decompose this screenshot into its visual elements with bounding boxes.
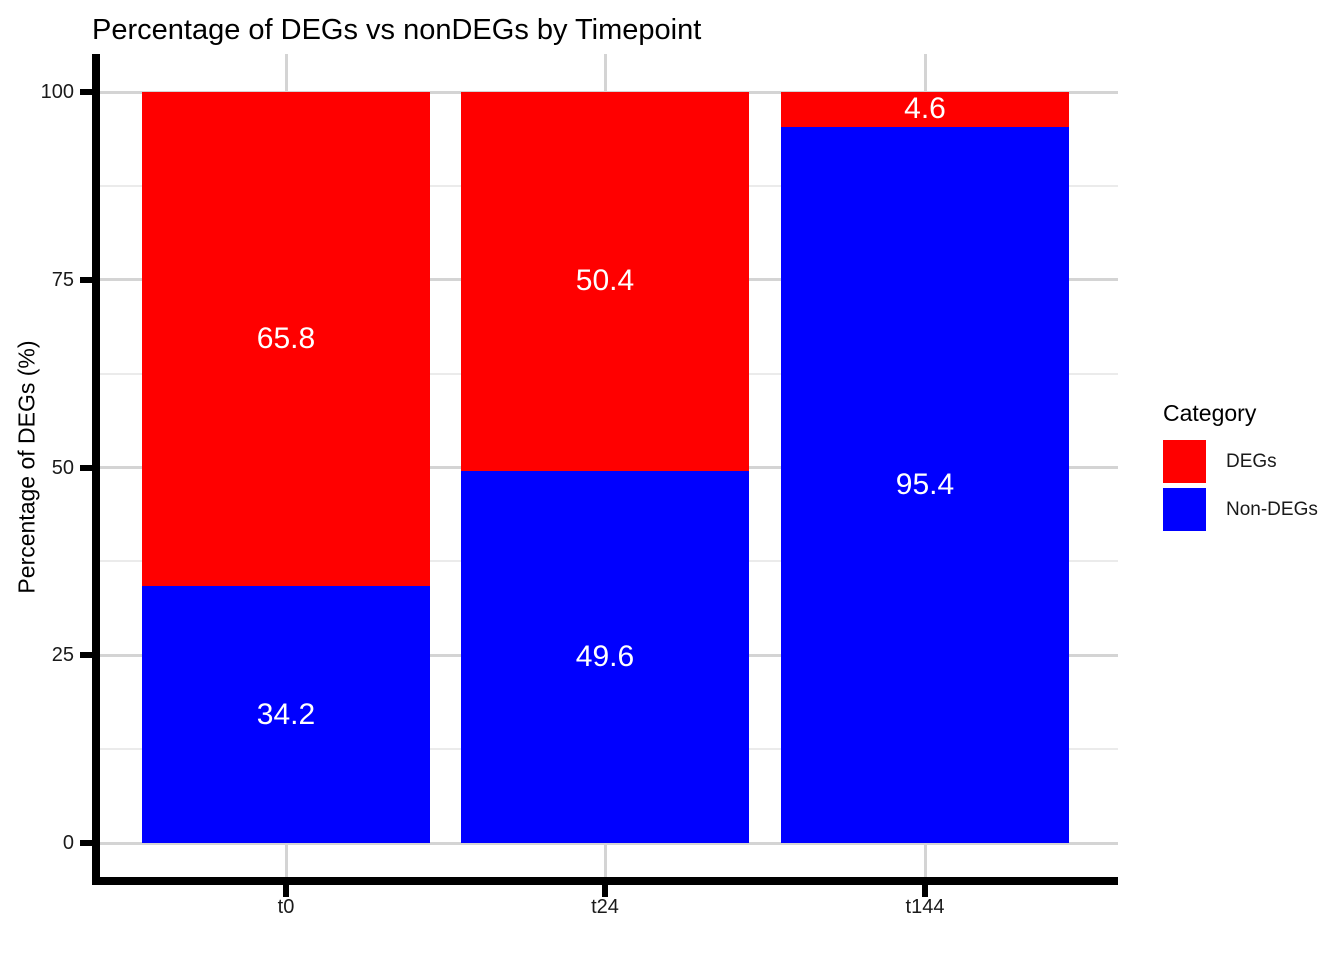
bar-value-label: 49.6 — [575, 639, 635, 673]
y-axis-tick-label: 0 — [62, 832, 74, 854]
legend-title: Category — [1163, 400, 1257, 426]
y-axis-tick — [80, 89, 92, 95]
gridline-major — [100, 841, 1118, 845]
bar-segment-non-degs: 49.6 — [461, 470, 749, 843]
legend-item-label: Non-DEGs — [1226, 498, 1318, 520]
x-axis-tick — [922, 885, 928, 897]
x-axis-tick — [602, 885, 608, 897]
x-axis-tick-label: t24 — [591, 896, 619, 918]
bar-value-label: 95.4 — [895, 467, 955, 501]
legend-items: DEGs Non-DEGs — [1163, 440, 1318, 531]
bar-segment-non-degs: 95.4 — [781, 126, 1069, 843]
bar-segment-non-degs: 34.2 — [142, 586, 430, 843]
x-axis-tick — [283, 885, 289, 897]
y-axis-tick-label: 25 — [51, 644, 74, 667]
legend: Category DEGs Non-DEGs — [1163, 400, 1318, 536]
x-axis-tick-label: t0 — [277, 896, 295, 918]
x-axis-line — [92, 877, 1118, 885]
bar-segment-degs: 4.6 — [781, 92, 1069, 127]
y-axis-tick — [80, 652, 92, 659]
legend-swatch-non-degs — [1163, 488, 1206, 531]
bar-value-label: 34.2 — [256, 697, 316, 731]
bar-value-label: 4.6 — [904, 92, 946, 126]
y-axis-tick — [80, 464, 92, 471]
chart-title: Percentage of DEGs vs nonDEGs by Timepoi… — [92, 14, 702, 46]
y-axis-tick-label: 100 — [40, 81, 74, 103]
x-axis-tick-label: t144 — [905, 896, 945, 918]
plot-panel: 34.2 65.8 49.6 50.4 95.4 4.6 — [100, 54, 1118, 881]
y-axis-tick-label: 50 — [51, 456, 74, 479]
legend-item-degs: DEGs — [1163, 440, 1318, 483]
y-axis-tick — [80, 840, 92, 846]
bar-segment-degs: 50.4 — [461, 92, 749, 471]
legend-swatch-degs — [1163, 440, 1206, 483]
bar-segment-degs: 65.8 — [142, 92, 430, 587]
bar-value-label: 50.4 — [575, 264, 635, 298]
legend-item-non-degs: Non-DEGs — [1163, 488, 1318, 531]
y-axis-tick-label: 75 — [51, 268, 74, 291]
legend-item-label: DEGs — [1226, 450, 1277, 472]
y-axis-tick — [80, 276, 92, 283]
y-axis-line — [92, 54, 100, 881]
bar-value-label: 65.8 — [256, 322, 316, 356]
